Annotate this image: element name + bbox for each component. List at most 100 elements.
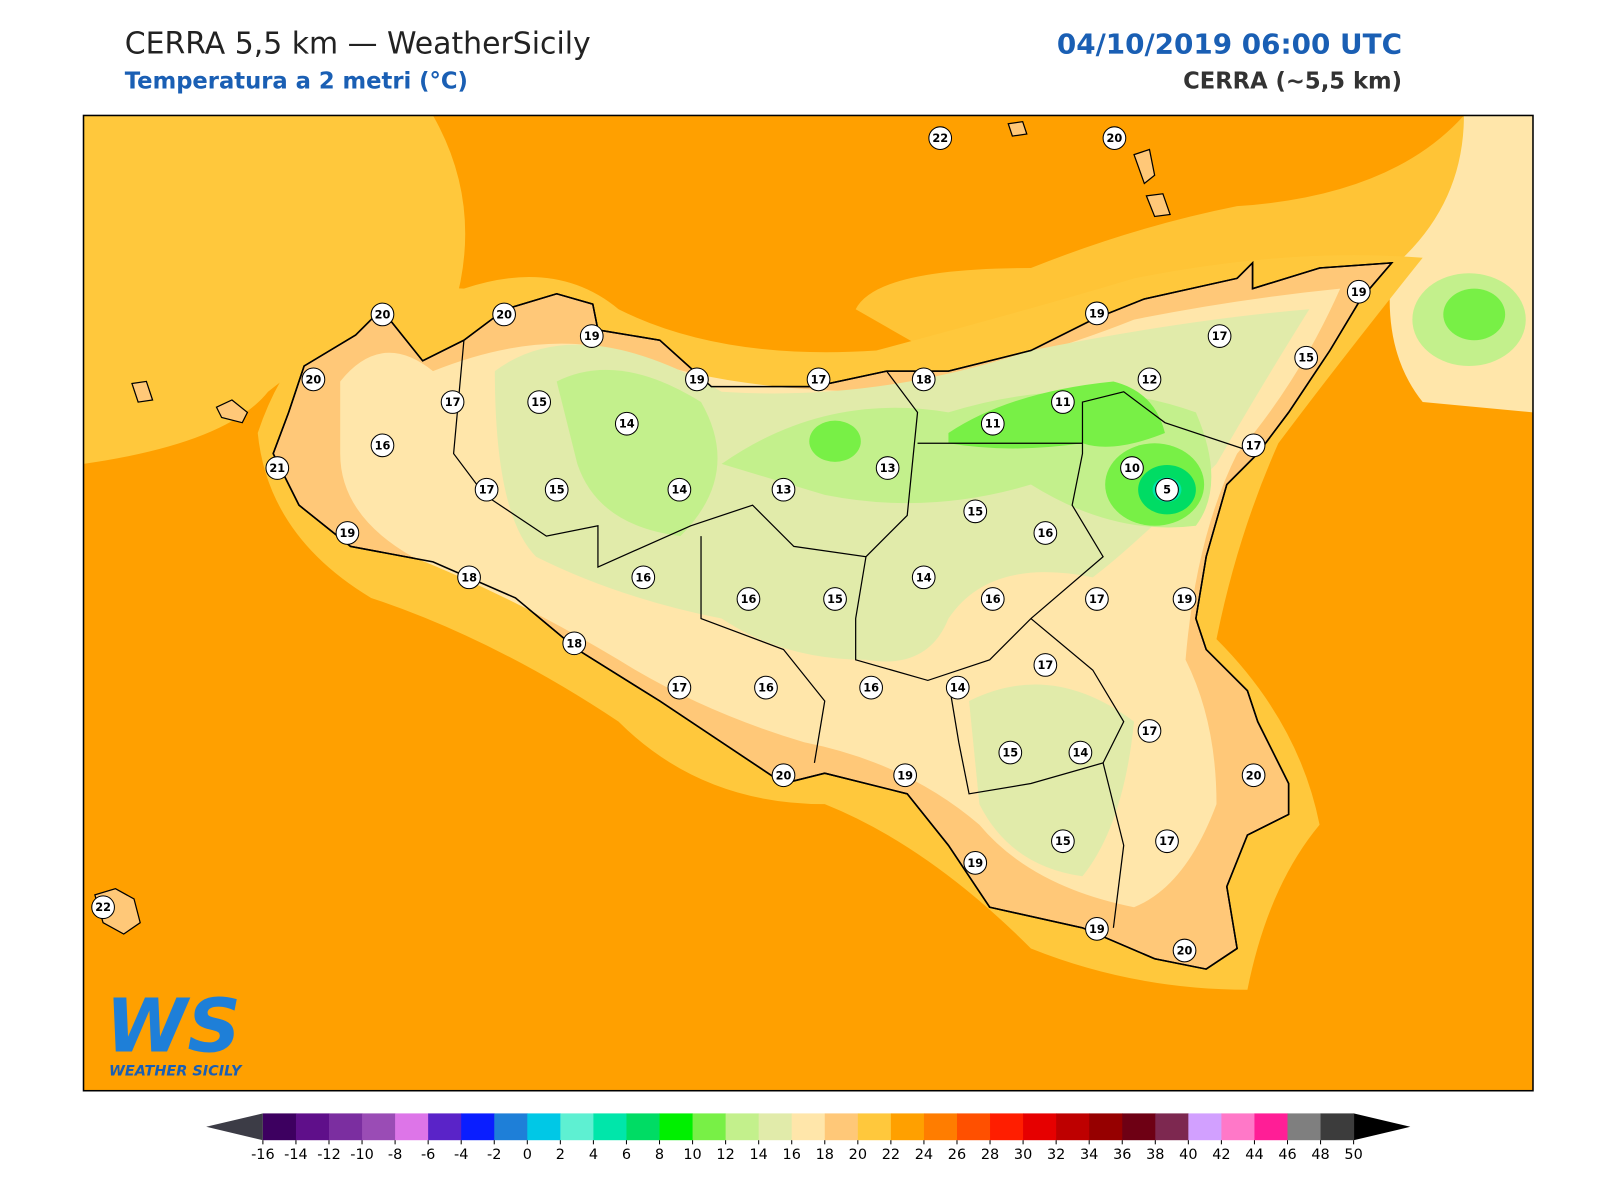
station-marker bbox=[1085, 587, 1109, 611]
colorbar-tick-label: 30 bbox=[1014, 1147, 1032, 1163]
station-marker bbox=[1051, 390, 1075, 414]
station-marker bbox=[1241, 433, 1266, 458]
colorbar-tick-label: 4 bbox=[589, 1147, 598, 1163]
colorbar-box bbox=[494, 1113, 528, 1141]
contour bbox=[809, 420, 861, 462]
colorbar-box bbox=[758, 1113, 793, 1141]
colorbar-tick-label: -8 bbox=[388, 1147, 402, 1163]
colorbar-box bbox=[295, 1113, 330, 1141]
contour bbox=[969, 684, 1135, 877]
station-value: 17 bbox=[1212, 329, 1228, 343]
station-marker bbox=[771, 763, 796, 788]
logo-mark: WS bbox=[106, 983, 241, 1070]
colorbar-tick-label: 34 bbox=[1080, 1147, 1098, 1163]
colorbar-box bbox=[890, 1113, 925, 1141]
station-marker bbox=[1033, 653, 1058, 677]
colorbar-box bbox=[1023, 1113, 1057, 1141]
colorbar-tick-label: 26 bbox=[948, 1147, 966, 1163]
station-marker bbox=[614, 411, 639, 436]
colorbar-tick-label: 28 bbox=[981, 1147, 999, 1163]
station-value: 19 bbox=[1089, 306, 1105, 320]
colorbar-tick-label: 50 bbox=[1344, 1147, 1362, 1163]
station-marker bbox=[492, 302, 516, 327]
station-value: 14 bbox=[671, 483, 687, 497]
station-marker bbox=[911, 367, 936, 392]
station-value: 15 bbox=[1002, 746, 1018, 760]
station-value: 20 bbox=[1107, 131, 1123, 145]
subtitle: Temperatura a 2 metri (°C) bbox=[125, 69, 468, 95]
station-value: 19 bbox=[1351, 285, 1367, 299]
colorbar-tick-label: -6 bbox=[421, 1147, 435, 1163]
colorbar-box bbox=[1287, 1113, 1322, 1141]
station-value: 17 bbox=[1159, 834, 1175, 848]
station-value: 15 bbox=[1298, 351, 1314, 365]
colorbar-box bbox=[923, 1113, 958, 1141]
colorbar-tick-label: 22 bbox=[882, 1147, 900, 1163]
station-marker bbox=[893, 763, 918, 788]
station-marker bbox=[457, 565, 481, 590]
coastline bbox=[272, 261, 1394, 970]
station-marker bbox=[685, 367, 709, 392]
station-value: 16 bbox=[758, 681, 774, 695]
station-marker bbox=[335, 521, 360, 545]
title: CERRA 5,5 km — WeatherSicily bbox=[125, 27, 591, 62]
colorbar-box bbox=[659, 1113, 694, 1141]
station-marker bbox=[1068, 740, 1093, 765]
station-marker bbox=[667, 477, 692, 502]
colorbar-box bbox=[1188, 1113, 1222, 1141]
colorbar-tick-label: 10 bbox=[683, 1147, 701, 1163]
station-marker bbox=[859, 675, 883, 700]
station-marker bbox=[1155, 829, 1179, 854]
logo-name: WEATHER SICILY bbox=[109, 1063, 243, 1079]
station-value: 17 bbox=[479, 483, 495, 497]
colorbar-box bbox=[692, 1113, 727, 1141]
colorbar-tick-label: 46 bbox=[1278, 1147, 1296, 1163]
colorbar-box bbox=[1122, 1113, 1156, 1141]
station-value: 16 bbox=[741, 592, 757, 606]
station-marker bbox=[265, 456, 290, 480]
colorbar-box bbox=[1254, 1113, 1289, 1141]
station-value: 17 bbox=[1037, 658, 1053, 672]
colorbar-tick-label: 8 bbox=[655, 1147, 664, 1163]
colorbar-box bbox=[791, 1113, 826, 1141]
station-marker bbox=[1033, 521, 1058, 545]
station-marker bbox=[754, 675, 778, 700]
station-value: 18 bbox=[566, 636, 582, 650]
station-value: 15 bbox=[549, 483, 565, 497]
colorbar: -16 -14 -12 -10 -8 -6 -4 -2 0 2 4 6 8 10 12 14 16 18 20 22 2… bbox=[206, 1113, 1411, 1163]
colorbar-tick-label: 44 bbox=[1245, 1147, 1263, 1163]
station-value: 17 bbox=[445, 395, 461, 409]
station-marker bbox=[474, 477, 499, 502]
colorbar-tick-label: -2 bbox=[487, 1147, 501, 1163]
station-value: 15 bbox=[531, 395, 547, 409]
colorbar-box bbox=[560, 1113, 594, 1141]
station-value: 19 bbox=[689, 372, 705, 386]
station-value: 14 bbox=[1073, 746, 1089, 760]
station-value: 20 bbox=[306, 372, 322, 386]
station-marker bbox=[1137, 719, 1162, 743]
station-marker bbox=[370, 433, 395, 458]
colorbar-tick-label: 2 bbox=[556, 1147, 565, 1163]
colorbar-box bbox=[990, 1113, 1024, 1141]
station-value: 13 bbox=[880, 461, 896, 475]
station-marker bbox=[963, 499, 988, 524]
colorbar-box bbox=[1056, 1113, 1090, 1141]
colorbar-box bbox=[725, 1113, 760, 1141]
colorbar-tick-label: 12 bbox=[716, 1147, 734, 1163]
station-marker bbox=[980, 411, 1005, 436]
station-marker bbox=[911, 565, 936, 590]
station-marker bbox=[1085, 301, 1109, 326]
station-value: 20 bbox=[496, 307, 512, 321]
colorbar-box bbox=[1089, 1113, 1123, 1141]
station-value: 19 bbox=[1089, 922, 1105, 936]
colorbar-tick-label: -14 bbox=[284, 1147, 308, 1163]
colorbar-over bbox=[1353, 1113, 1411, 1141]
colorbar-box bbox=[461, 1113, 495, 1141]
station-marker bbox=[1172, 938, 1197, 963]
colorbar-box bbox=[593, 1113, 627, 1141]
station-marker bbox=[1120, 456, 1144, 480]
map-area: WS WEATHER SICILY 22 20 20 20 19 19 19 17 15 20 17… bbox=[82, 114, 1534, 1092]
station-value: 17 bbox=[1142, 724, 1158, 738]
colorbar-under bbox=[206, 1113, 263, 1141]
